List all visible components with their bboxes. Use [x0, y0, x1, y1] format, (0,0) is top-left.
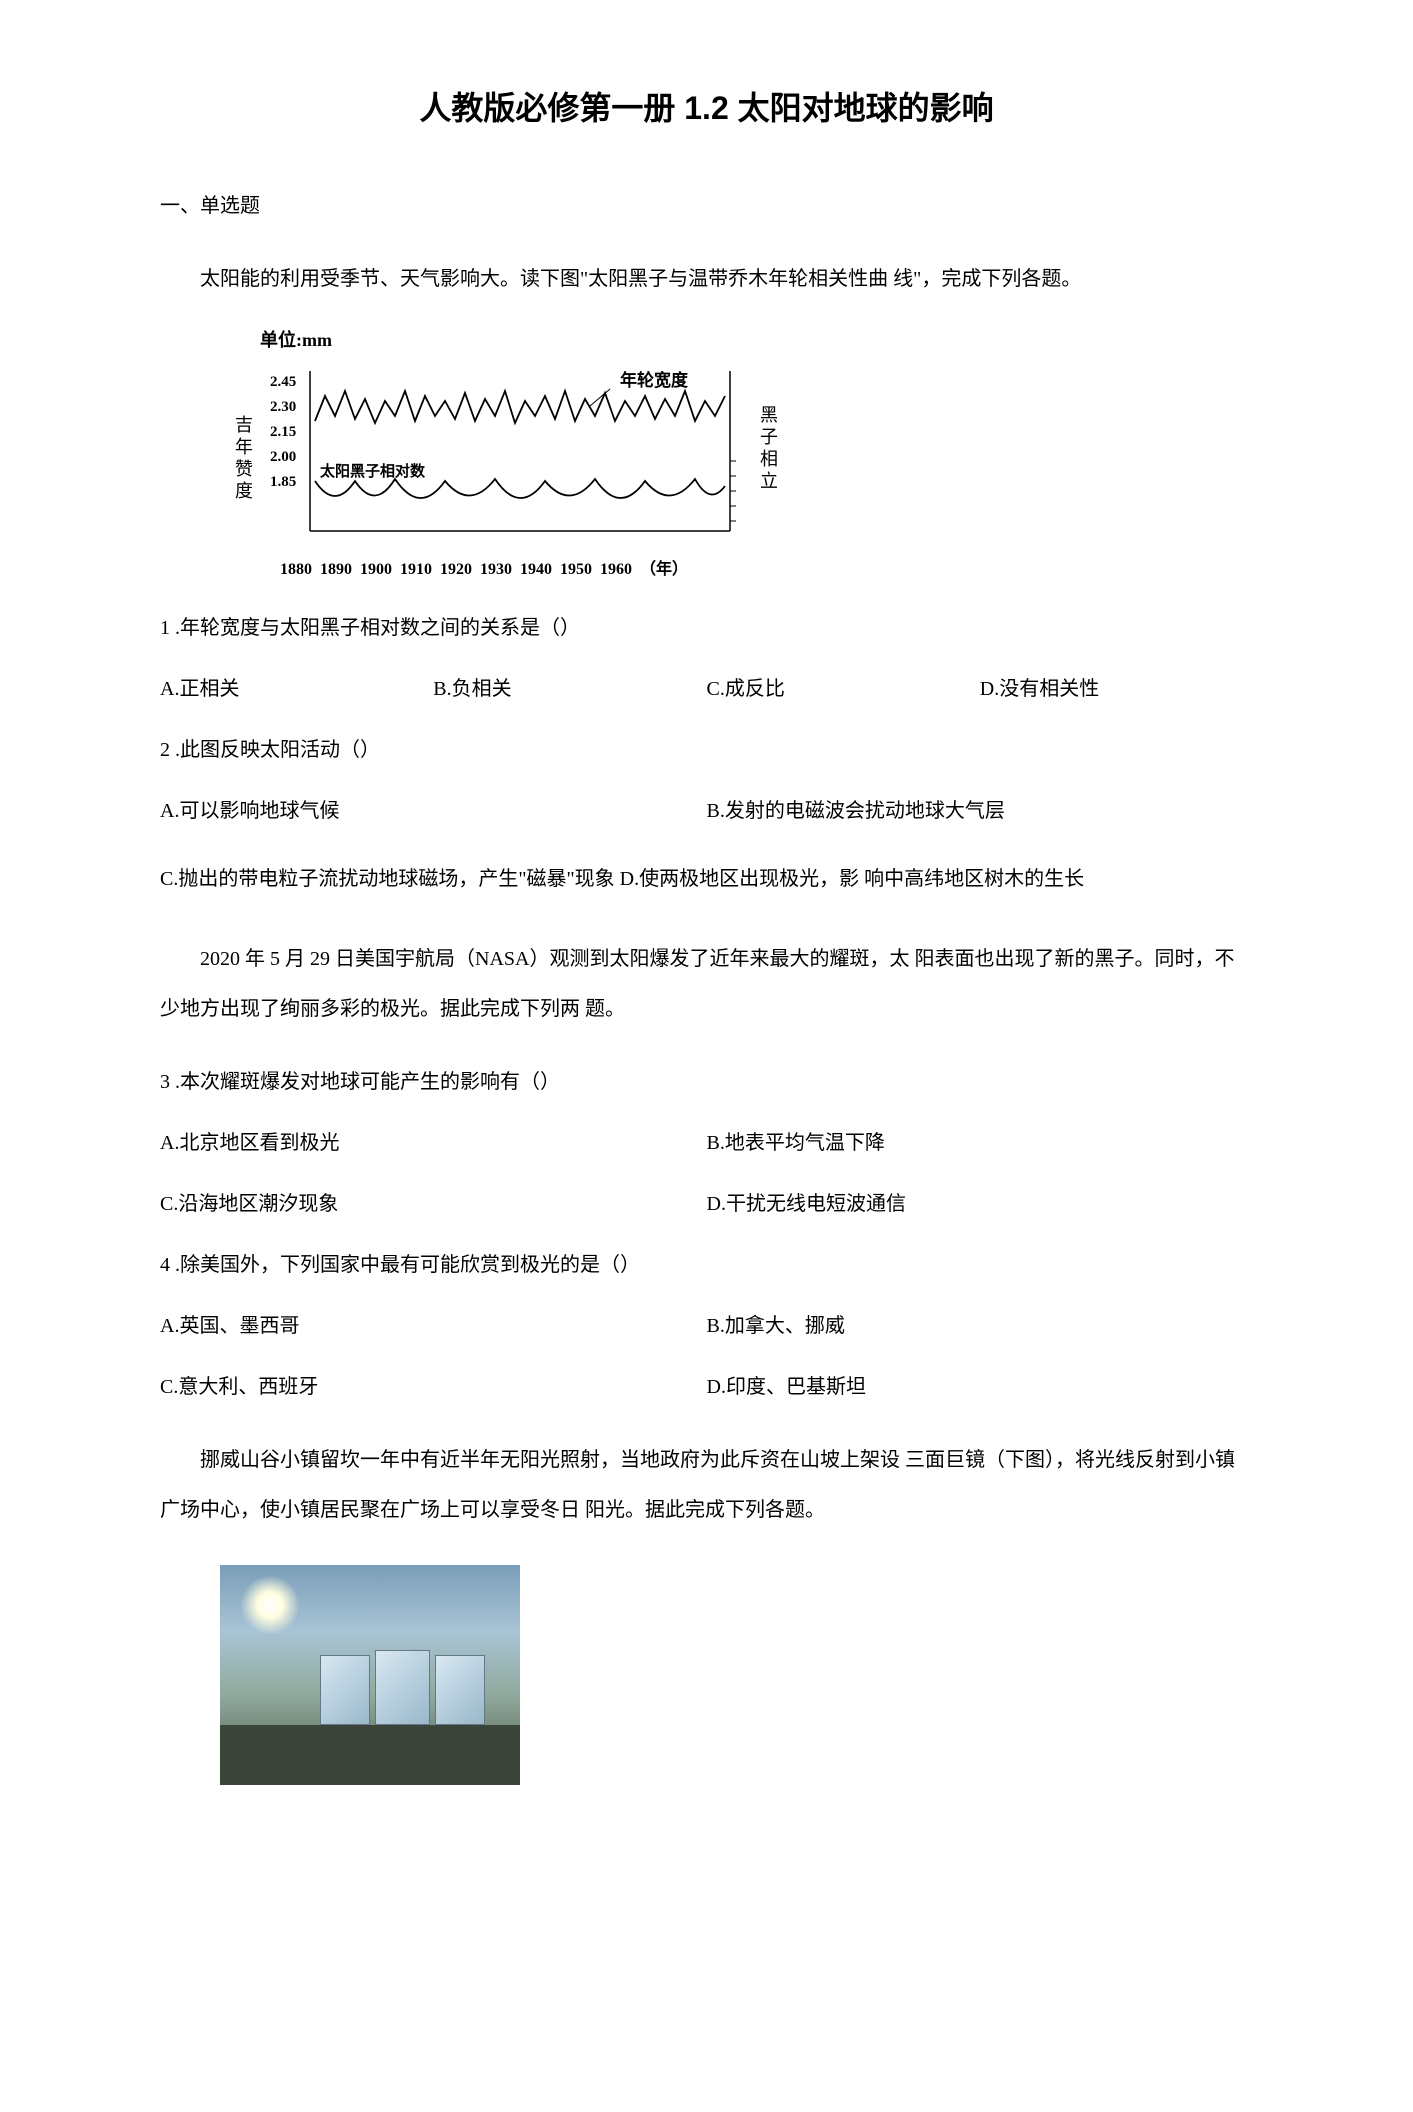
- chart-container: 单位:mm 吉 年 赞 度 2.45 2.30 2.15 2.00 1.85 年…: [220, 324, 1253, 585]
- q2-option-b: B.发射的电磁波会扰动地球大气层: [707, 793, 1254, 829]
- q4-options-cd: C.意大利、西班牙 D.印度、巴基斯坦: [160, 1369, 1253, 1405]
- mirror-panel-2: [375, 1650, 430, 1725]
- mirror-panel-1: [320, 1655, 370, 1725]
- y-axis-right-label: 黑 子 相 立: [760, 405, 783, 491]
- question-3: 3 .本次耀斑爆发对地球可能产生的影响有（）: [160, 1064, 1253, 1100]
- y-tick-3: 2.00: [270, 449, 296, 465]
- tree-ring-line: [315, 391, 725, 423]
- y-axis-left-label: 吉 年 赞 度: [235, 415, 258, 501]
- y-tick-4: 1.85: [270, 474, 296, 490]
- question-1: 1 .年轮宽度与太阳黑子相对数之间的关系是（）: [160, 610, 1253, 646]
- question-2: 2 .此图反映太阳活动（）: [160, 732, 1253, 768]
- intro-text-2: 2020 年 5 月 29 日美国宇航局（NASA）观测到太阳爆发了近年来最大的…: [160, 934, 1253, 1034]
- intro-text-1: 太阳能的利用受季节、天气影响大。读下图"太阳黑子与温带乔木年轮相关性曲 线"，完…: [160, 254, 1253, 304]
- q3-options-ab: A.北京地区看到极光 B.地表平均气温下降: [160, 1125, 1253, 1161]
- question-4: 4 .除美国外，下列国家中最有可能欣赏到极光的是（）: [160, 1247, 1253, 1283]
- y-tick-1: 2.30: [270, 399, 296, 415]
- y-tick-2: 2.15: [270, 424, 296, 440]
- q1-option-b: B.负相关: [433, 671, 706, 707]
- q4-option-b: B.加拿大、挪威: [707, 1308, 1254, 1344]
- mirror-panel-3: [435, 1655, 485, 1725]
- q3-options-cd: C.沿海地区潮汐现象 D.干扰无线电短波通信: [160, 1186, 1253, 1222]
- q1-option-a: A.正相关: [160, 671, 433, 707]
- photo-ground: [220, 1725, 520, 1785]
- q2-option-a: A.可以影响地球气候: [160, 793, 707, 829]
- q3-option-b: B.地表平均气温下降: [707, 1125, 1254, 1161]
- q2-options-ab: A.可以影响地球气候 B.发射的电磁波会扰动地球大气层: [160, 793, 1253, 829]
- q1-option-d: D.没有相关性: [980, 671, 1253, 707]
- intro-text-3: 挪威山谷小镇留坎一年中有近半年无阳光照射，当地政府为此斥资在山坡上架设 三面巨镜…: [160, 1435, 1253, 1535]
- sun-icon: [240, 1575, 300, 1635]
- q3-option-a: A.北京地区看到极光: [160, 1125, 707, 1161]
- q4-option-a: A.英国、墨西哥: [160, 1308, 707, 1344]
- q4-options-ab: A.英国、墨西哥 B.加拿大、挪威: [160, 1308, 1253, 1344]
- page-title: 人教版必修第一册 1.2 太阳对地球的影响: [160, 80, 1253, 138]
- chart-x-ticks: 1880 1890 1900 1910 1920 1930 1940 1950 …: [280, 556, 1253, 585]
- series1-label: 年轮宽度: [620, 370, 689, 390]
- chart-unit-label: 单位:mm: [260, 324, 1253, 356]
- chart-svg: 吉 年 赞 度 2.45 2.30 2.15 2.00 1.85 年轮宽度 太阳…: [220, 361, 820, 551]
- series2-label: 太阳黑子相对数: [320, 462, 426, 480]
- y-tick-0: 2.45: [270, 374, 296, 390]
- mirror-photo: [220, 1565, 520, 1785]
- q1-option-c: C.成反比: [707, 671, 980, 707]
- q4-option-c: C.意大利、西班牙: [160, 1369, 707, 1405]
- q2-option-cd: C.抛出的带电粒子流扰动地球磁场，产生"磁暴"现象 D.使两极地区出现极光，影 …: [160, 854, 1253, 904]
- q3-option-d: D.干扰无线电短波通信: [707, 1186, 1254, 1222]
- q1-options: A.正相关 B.负相关 C.成反比 D.没有相关性: [160, 671, 1253, 707]
- right-axis-ticks: [730, 461, 736, 521]
- sunspot-line: [315, 479, 725, 498]
- q4-option-d: D.印度、巴基斯坦: [707, 1369, 1254, 1405]
- q3-option-c: C.沿海地区潮汐现象: [160, 1186, 707, 1222]
- section-heading: 一、单选题: [160, 188, 1253, 224]
